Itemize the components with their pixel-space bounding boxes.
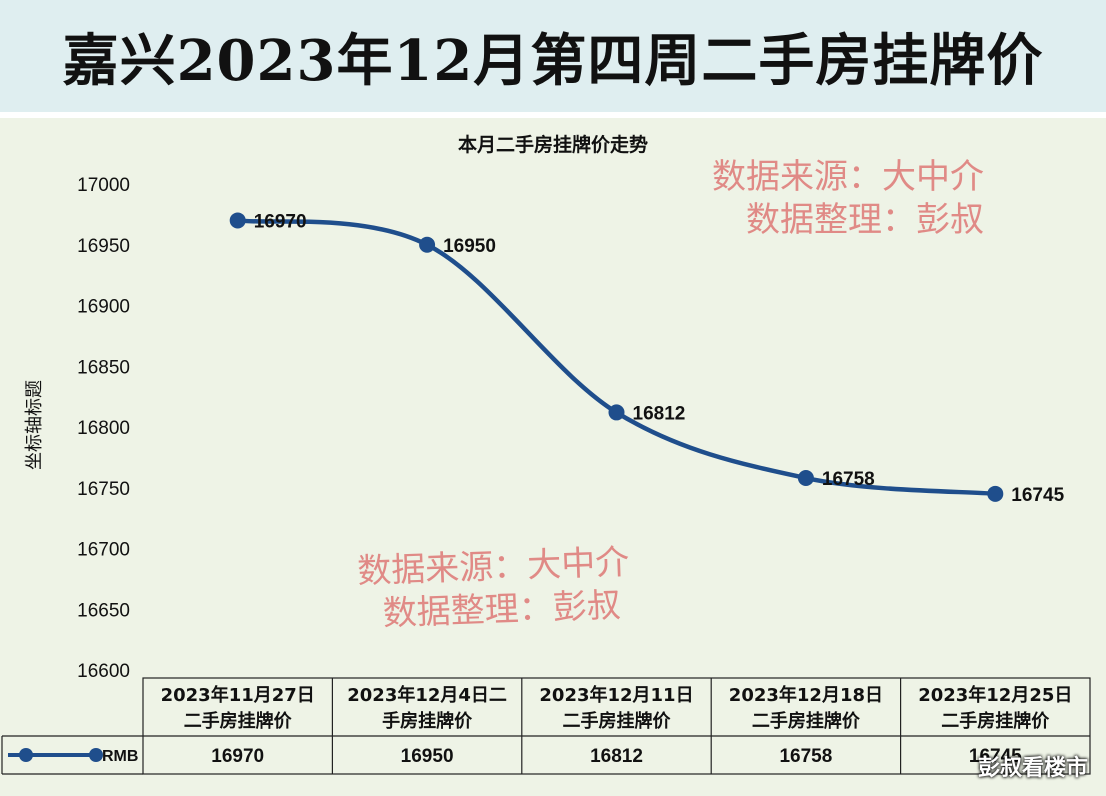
y-tick-label: 16650: [77, 600, 130, 621]
data-point: [608, 404, 625, 421]
data-table-value: 16812: [590, 746, 643, 767]
y-tick-label: 17000: [77, 175, 130, 196]
x-category-label: 2023年12月25日: [918, 684, 1072, 706]
x-category-label: 2023年12月4日二: [347, 684, 507, 706]
watermark-organizer: 数据整理：彭叔: [746, 199, 984, 240]
data-label: 16812: [633, 403, 686, 424]
legend-label: RMB: [102, 748, 138, 765]
y-tick-label: 16950: [77, 236, 130, 257]
y-tick-label: 16700: [77, 540, 130, 561]
y-tick-label: 16750: [77, 479, 130, 500]
chart-title: 本月二手房挂牌价走势: [458, 133, 648, 156]
page-title: 嘉兴2023年12月第四周二手房挂牌价: [62, 27, 1044, 94]
x-category-label: 2023年12月18日: [729, 684, 883, 706]
watermark-top: 数据来源：大中介 数据整理：彭叔: [712, 156, 984, 241]
data-table-value: 16950: [401, 746, 454, 767]
chart-area: 本月二手房挂牌价走势坐标轴标题 16600 16650 16700 16750 16800…: [0, 118, 1106, 796]
data-table-value: 16970: [211, 746, 264, 767]
data-point: [987, 485, 1004, 502]
data-table-value: 16758: [779, 746, 832, 767]
data-label: 16745: [1011, 485, 1064, 506]
x-category-label: 二手房挂牌价: [563, 710, 672, 732]
data-point: [419, 236, 436, 253]
data-point: [229, 212, 246, 229]
series-line-rmb: [235, 218, 998, 497]
y-tick-label: 16900: [77, 297, 130, 318]
legend-marker: [19, 748, 33, 762]
credit-text: 彭叔看楼市: [977, 756, 1088, 781]
data-label: 16970: [254, 211, 307, 232]
y-axis-title: 坐标轴标题: [24, 380, 45, 470]
legend-marker: [89, 748, 103, 762]
y-tick-label: 16850: [77, 357, 130, 378]
y-tick-label: 16600: [77, 661, 130, 682]
x-category-label: 二手房挂牌价: [941, 710, 1050, 732]
x-category-label: 2023年12月11日: [539, 684, 693, 706]
x-category-label: 二手房挂牌价: [752, 710, 861, 732]
y-tick-label: 16800: [77, 418, 130, 439]
data-label: 16758: [822, 469, 875, 490]
data-label: 16950: [443, 236, 496, 257]
x-category-label: 二手房挂牌价: [184, 710, 293, 732]
watermark-middle: 数据来源：大中介 数据整理：彭叔: [357, 541, 632, 635]
data-table-border: [142, 677, 1091, 775]
x-category-label: 2023年11月27日: [161, 684, 315, 706]
x-category-label: 手房挂牌价: [382, 710, 473, 732]
data-table-value: 16745: [969, 746, 1022, 767]
watermark-source: 数据来源：大中介: [712, 157, 984, 197]
title-banner: 嘉兴2023年12月第四周二手房挂牌价: [0, 0, 1106, 112]
data-point: [797, 470, 814, 487]
